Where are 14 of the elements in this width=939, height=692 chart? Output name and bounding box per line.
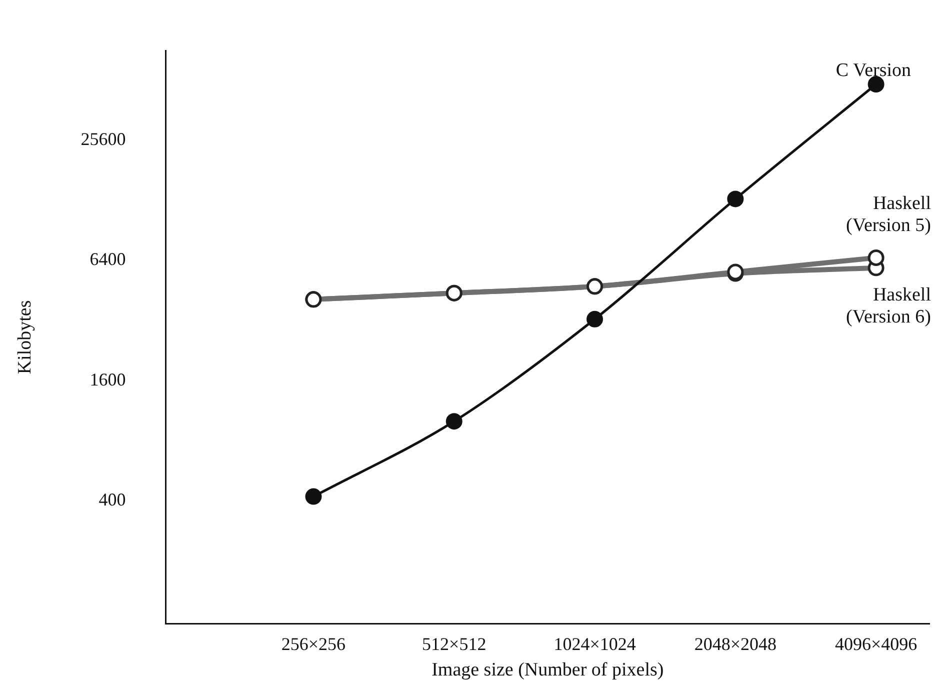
y-tick-label: 1600 xyxy=(90,369,126,390)
y-tick-label: 25600 xyxy=(80,128,126,149)
series-label: Haskell (Version 6) xyxy=(846,284,931,328)
y-axis-title: Kilobytes xyxy=(14,300,36,374)
y-tick-label: 400 xyxy=(98,490,126,510)
x-tick-label: 4096×4096 xyxy=(834,634,918,654)
series-label: Haskell (Version 5) xyxy=(846,193,931,236)
x-tick-label: 1024×1024 xyxy=(554,634,636,654)
series-label: C Version xyxy=(836,60,912,81)
x-tick-label: 256×256 xyxy=(281,634,346,654)
x-axis-title: Image size (Number of pixels) xyxy=(432,660,664,681)
x-tick-label: 2048×2048 xyxy=(694,634,776,654)
x-tick-label: 512×512 xyxy=(422,634,486,654)
y-tick-label: 6400 xyxy=(90,249,126,270)
